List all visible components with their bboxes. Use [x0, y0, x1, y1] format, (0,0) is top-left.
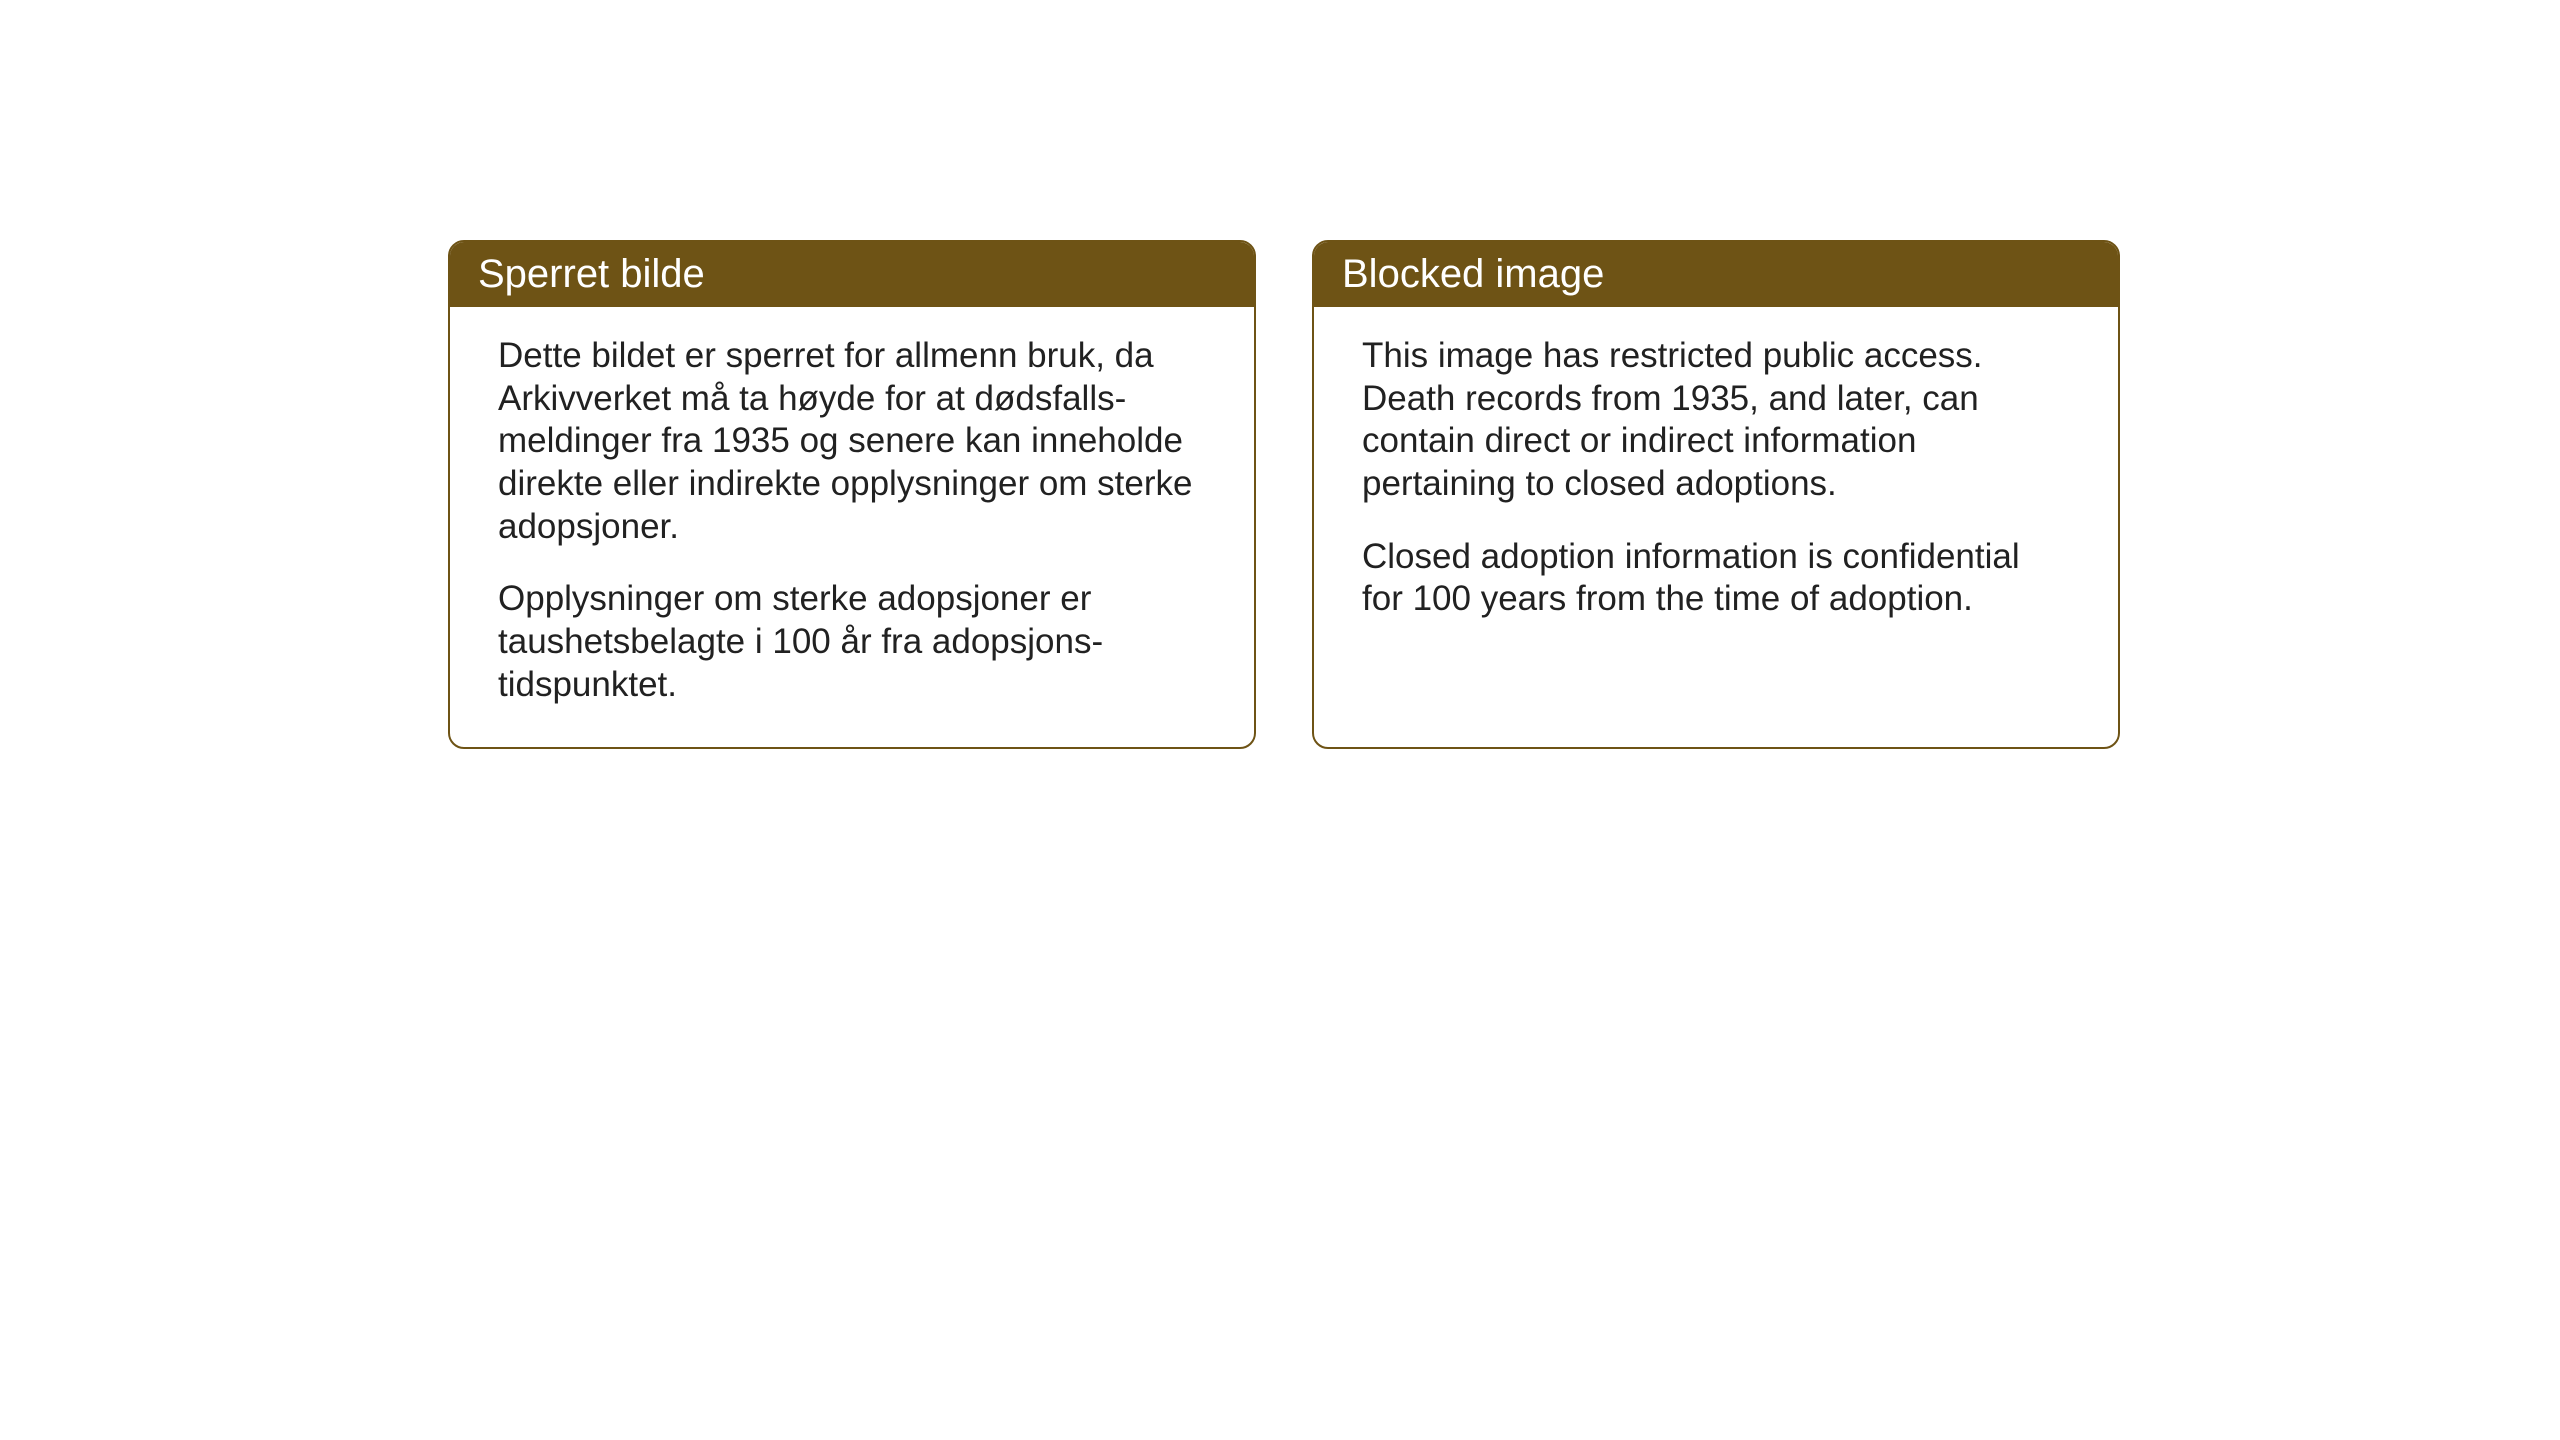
norwegian-paragraph-1: Dette bildet er sperret for allmenn bruk…: [498, 335, 1206, 548]
norwegian-card-header: Sperret bilde: [450, 242, 1254, 307]
english-paragraph-1: This image has restricted public access.…: [1362, 335, 2070, 506]
english-card-body: This image has restricted public access.…: [1314, 307, 2118, 701]
english-card: Blocked image This image has restricted …: [1312, 240, 2120, 749]
norwegian-paragraph-2: Opplysninger om sterke adopsjoner er tau…: [498, 578, 1206, 706]
norwegian-card: Sperret bilde Dette bildet er sperret fo…: [448, 240, 1256, 749]
notice-container: Sperret bilde Dette bildet er sperret fo…: [448, 240, 2120, 749]
norwegian-title: Sperret bilde: [478, 252, 705, 296]
norwegian-card-body: Dette bildet er sperret for allmenn bruk…: [450, 307, 1254, 747]
english-title: Blocked image: [1342, 252, 1604, 296]
english-paragraph-2: Closed adoption information is confident…: [1362, 536, 2070, 621]
english-card-header: Blocked image: [1314, 242, 2118, 307]
